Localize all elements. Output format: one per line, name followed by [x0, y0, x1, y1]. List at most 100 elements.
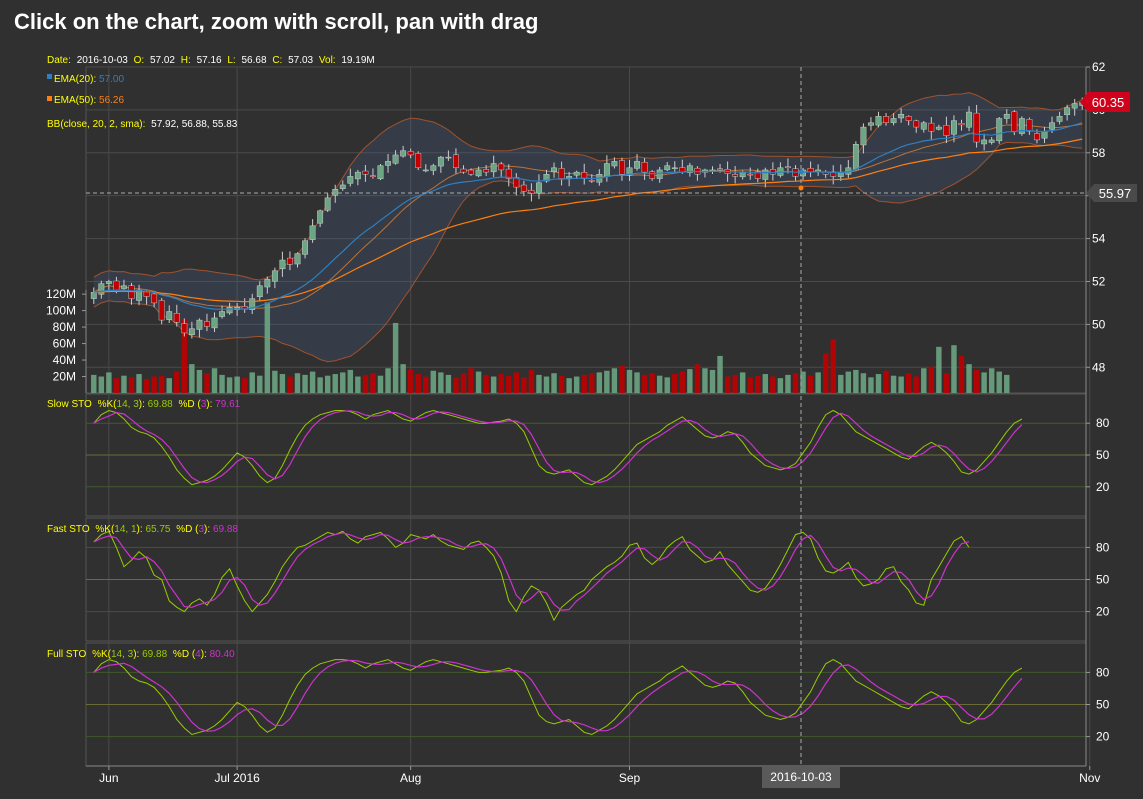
axes: 485052545658606220M40M60M80M100M120MJunJ… — [46, 60, 1110, 785]
volume-bar — [181, 318, 188, 393]
volume-bar — [853, 369, 859, 393]
volume-bar — [490, 376, 497, 393]
fast-sto-d-value: 69.88 — [213, 524, 238, 535]
volume-bar — [611, 368, 618, 393]
volume-bar — [838, 374, 844, 393]
last-price-text: 60.35 — [1092, 95, 1125, 110]
high-value: 57.16 — [197, 55, 222, 66]
volume-bar — [604, 370, 610, 393]
candle — [445, 156, 452, 159]
fast-sto-tick-label: 20 — [1096, 605, 1110, 619]
ema50-label: EMA(50) — [54, 95, 93, 106]
ema20-label: EMA(20) — [54, 74, 93, 85]
ema50-legend: EMA(50): 56.26 — [54, 95, 124, 106]
time-tick-label: Aug — [400, 771, 421, 785]
volume-bar — [370, 373, 376, 393]
volume-bar — [460, 373, 467, 393]
ema20-hover-dot — [798, 169, 804, 175]
candle — [626, 167, 633, 176]
volume-bar — [355, 376, 361, 393]
volume-bar — [400, 364, 406, 393]
candle — [739, 171, 746, 178]
candle — [271, 270, 278, 282]
candle — [898, 113, 905, 119]
slow-sto-label: Slow STO — [47, 399, 92, 410]
candle — [158, 300, 165, 321]
volume-bar — [732, 374, 738, 393]
candle — [121, 285, 127, 289]
crosshair — [86, 67, 1086, 766]
volume-bar — [498, 374, 504, 393]
volume-bar — [196, 369, 203, 393]
volume-bar — [438, 372, 444, 393]
volume-bar — [921, 368, 927, 393]
fast-sto-k-value: 65.75 — [145, 524, 170, 535]
volume-bar — [785, 374, 791, 393]
bb-label: BB(close, 20, 2, sma): — [47, 119, 145, 130]
open-label: O: — [134, 55, 145, 66]
candle — [128, 285, 135, 299]
price-tick-label: 48 — [1092, 360, 1106, 374]
low-value: 56.68 — [242, 55, 267, 66]
candle — [513, 177, 520, 188]
candle — [769, 169, 776, 175]
ema20-line — [93, 122, 1083, 310]
volume-bar — [430, 370, 437, 393]
volume-bar — [151, 376, 157, 393]
candle — [558, 168, 565, 179]
ema50-hover-dot — [798, 185, 804, 191]
volume-bar — [626, 369, 633, 393]
candle — [717, 168, 723, 171]
candle — [377, 165, 384, 180]
volume-bars — [91, 302, 1010, 393]
volume-bar — [672, 374, 678, 393]
volume-bar — [860, 373, 867, 393]
volume-bar — [249, 372, 255, 393]
ema50-swatch — [47, 96, 52, 101]
fast-sto-tick-label: 80 — [1096, 540, 1110, 554]
volume-bar — [536, 374, 542, 393]
volume-bar — [166, 378, 172, 393]
full-sto-label: Full STO — [47, 649, 86, 660]
volume-bar — [332, 374, 338, 393]
full-sto-d-value: 80.40 — [210, 649, 235, 660]
volume-bar — [973, 369, 980, 393]
candle — [868, 122, 874, 126]
price-tick-label: 54 — [1092, 232, 1106, 246]
volume-bar — [905, 373, 912, 393]
candle — [407, 151, 414, 156]
volume-value: 19.19M — [341, 55, 374, 66]
volume-bar — [898, 376, 904, 393]
slow-sto-k-line — [93, 409, 1023, 486]
high-label: H: — [181, 55, 191, 66]
ema20-value: 57.00 — [99, 74, 124, 85]
stochastic-panels — [86, 409, 1086, 738]
volume-bar — [1004, 374, 1010, 393]
crosshair-price-badge: 55.97 — [1086, 184, 1137, 202]
slow-sto-tick-label: 80 — [1096, 416, 1110, 430]
candle — [143, 291, 150, 297]
candle — [136, 289, 142, 301]
volume-tick-label: 40M — [53, 353, 76, 367]
candle — [852, 144, 859, 170]
volume-bar — [415, 374, 421, 393]
candle — [762, 169, 769, 180]
grid — [85, 66, 1091, 767]
candle — [256, 285, 263, 298]
candle — [981, 139, 988, 145]
ema-lines — [93, 122, 1083, 310]
full-sto-k-params: 14, 3 — [111, 649, 134, 660]
close-value: 57.03 — [288, 55, 313, 66]
volume-bar — [679, 371, 686, 393]
fast-sto-label: Fast STO — [47, 524, 90, 535]
volume-bar — [317, 377, 323, 393]
candle — [287, 257, 293, 265]
volume-bar — [664, 377, 670, 393]
volume-bar — [656, 375, 663, 393]
volume-bar — [709, 369, 716, 393]
candle — [392, 154, 399, 164]
full-sto-d-label: %D ( — [173, 649, 196, 660]
fast-sto-d-line — [93, 532, 970, 611]
time-tick-label: Jul 2016 — [214, 771, 260, 785]
